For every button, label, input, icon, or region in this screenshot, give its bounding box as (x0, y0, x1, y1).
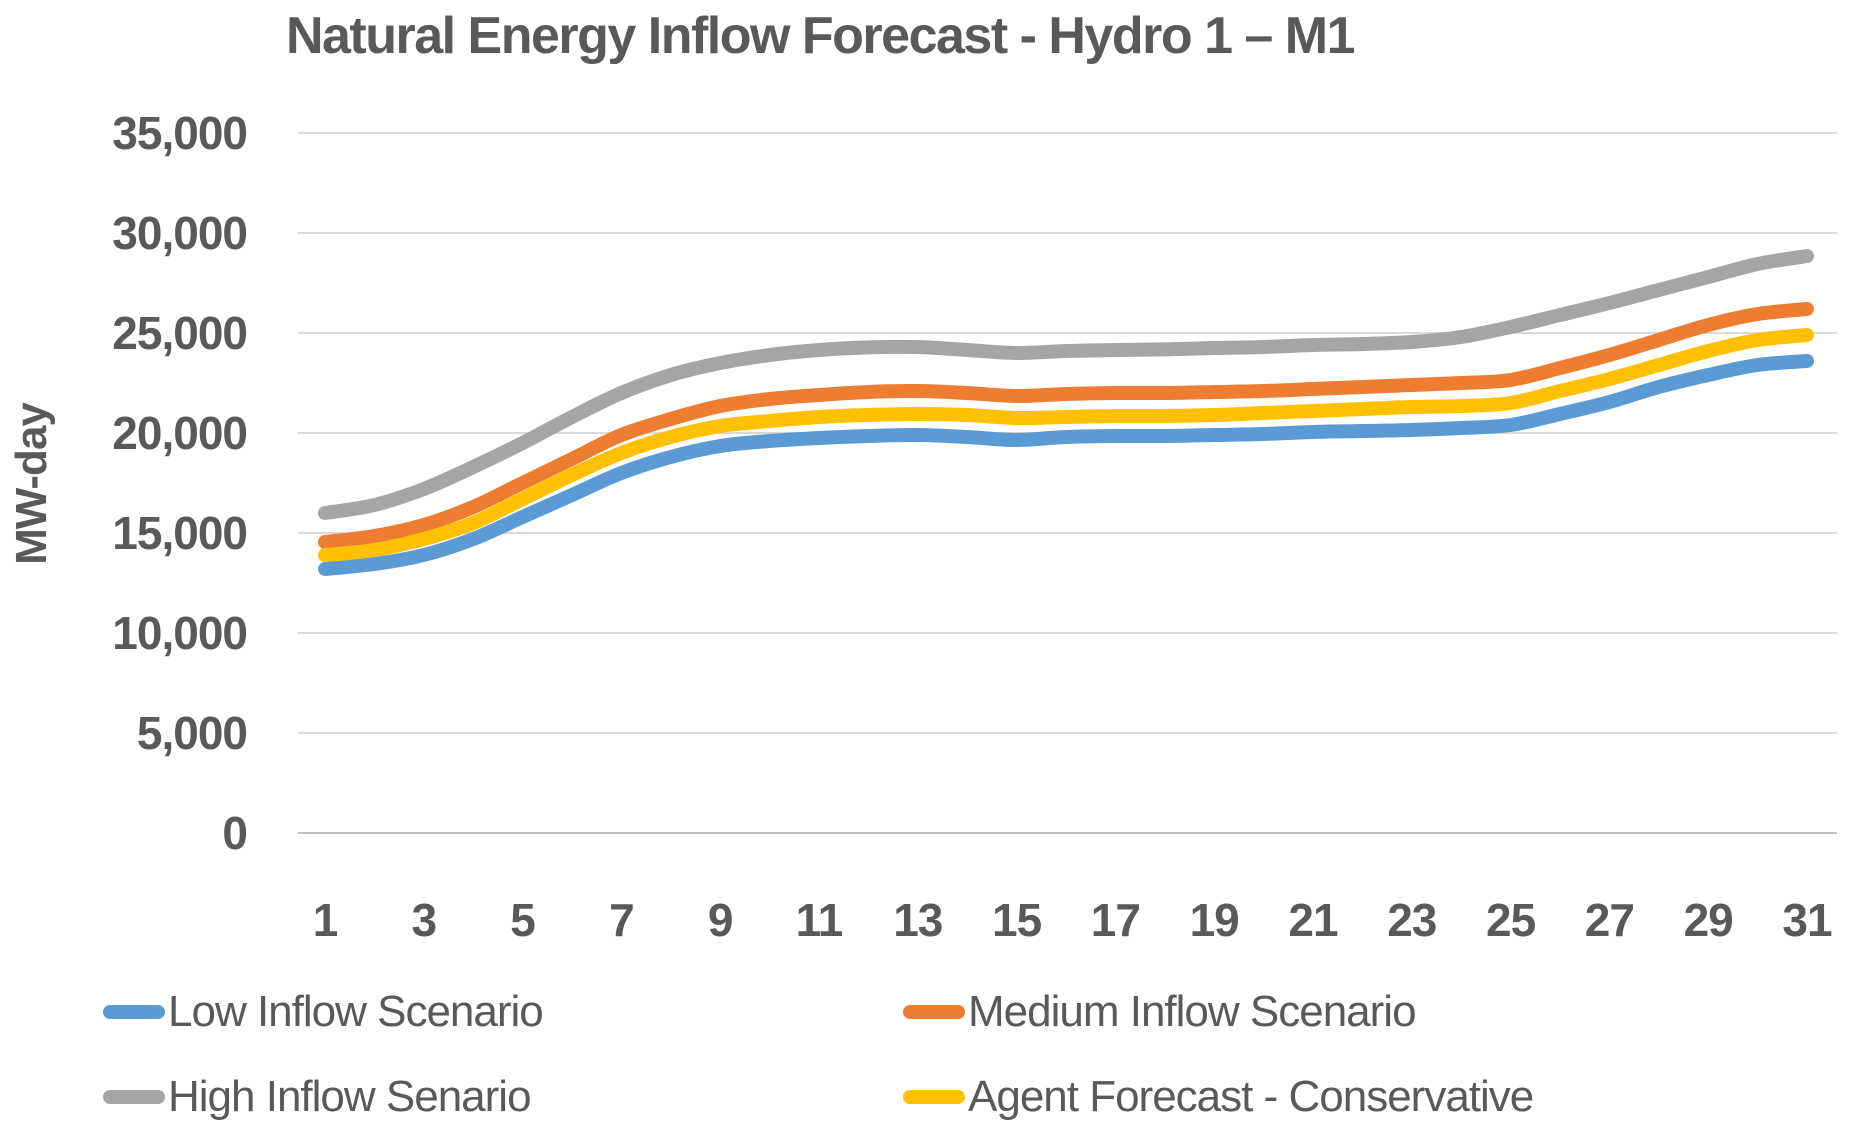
x-tick-label: 13 (893, 894, 943, 946)
x-tick-label: 27 (1584, 894, 1635, 946)
legend-line-swatch-blue (103, 1005, 165, 1019)
chart-title: Natural Energy Inflow Forecast - Hydro 1… (285, 7, 1356, 65)
x-tick-label: 17 (1090, 894, 1141, 946)
x-tick-label: 31 (1782, 894, 1832, 946)
legend-item-high-inflow: High Inflow Senario (103, 1072, 532, 1122)
x-tick-label: 5 (510, 894, 536, 946)
x-tick-label: 1 (312, 894, 339, 946)
y-tick-label: 10,000 (112, 607, 248, 659)
y-tick-label: 30,000 (112, 207, 248, 259)
legend-line-swatch-yellow (903, 1090, 965, 1104)
y-tick-label: 15,000 (112, 507, 248, 559)
y-tick-label: 25,000 (112, 307, 248, 359)
legend-label: High Inflow Senario (168, 1072, 532, 1121)
legend-line-swatch-gray (103, 1090, 165, 1104)
x-tick-label: 29 (1683, 894, 1734, 946)
series-line-low-inflow-scenario (318, 354, 1814, 576)
y-tick-label: 0 (222, 807, 248, 859)
series-line-high-inflow-senario (318, 249, 1814, 520)
legend-item-low-inflow: Low Inflow Scenario (103, 987, 544, 1037)
x-tick-label: 3 (411, 894, 438, 946)
x-tick-label: 15 (992, 894, 1042, 946)
y-tick-label: 20,000 (112, 407, 248, 459)
x-tick-label: 25 (1486, 894, 1536, 946)
legend-line-swatch-orange (903, 1005, 965, 1019)
legend-label: Agent Forecast - Conservative (968, 1072, 1534, 1121)
series-line-agent-forecast-conservative (318, 328, 1814, 562)
legend-label: Medium Inflow Scenario (968, 987, 1417, 1036)
x-tick-label: 7 (609, 894, 635, 946)
x-tick-label: 11 (795, 894, 844, 946)
series-line-medium-inflow-scenario (318, 302, 1814, 549)
legend-item-medium-inflow: Medium Inflow Scenario (903, 987, 1417, 1037)
x-tick-label: 9 (707, 894, 734, 946)
y-axis-title: MW-day (7, 403, 56, 565)
x-tick-label: 23 (1387, 894, 1437, 946)
y-tick-label: 35,000 (112, 107, 248, 159)
legend-item-agent-forecast: Agent Forecast - Conservative (903, 1072, 1534, 1122)
legend-label: Low Inflow Scenario (168, 987, 544, 1036)
x-tick-label: 21 (1288, 894, 1338, 946)
x-tick-label: 19 (1189, 894, 1240, 946)
y-tick-label: 5,000 (136, 707, 248, 759)
